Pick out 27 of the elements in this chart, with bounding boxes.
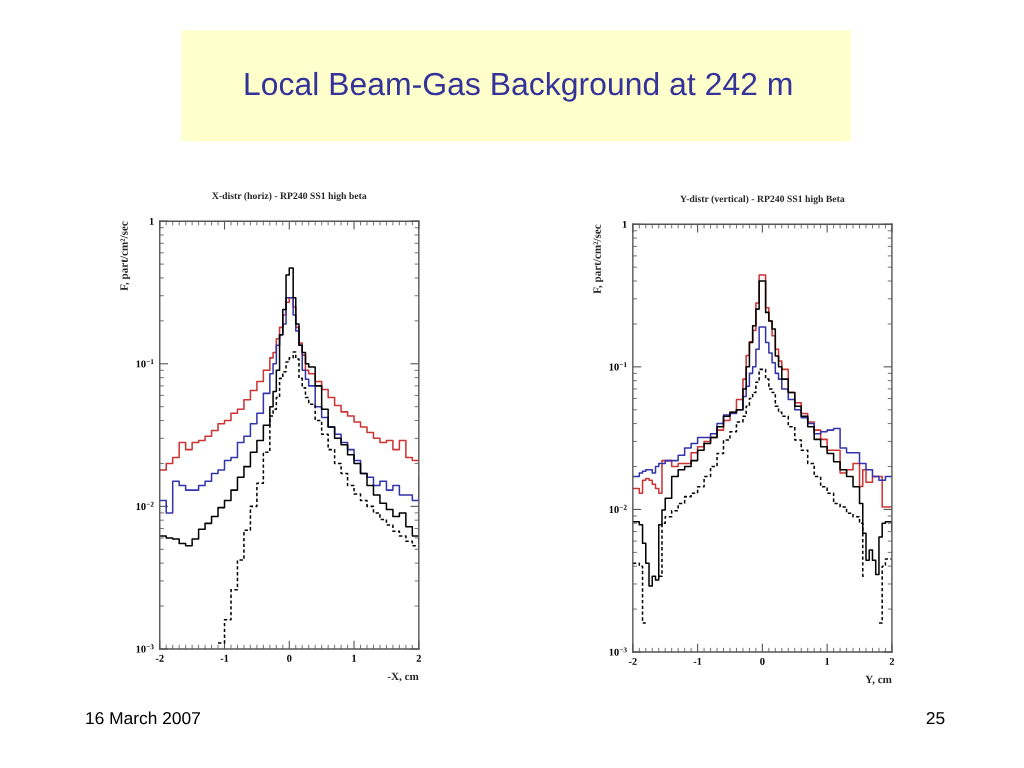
y-tick-label: 10$^{−1}$	[609, 362, 627, 371]
x-axis-title: -X, cm	[387, 672, 419, 682]
x-tick-label: 2	[889, 657, 895, 665]
y-tick-label: 10$^{−3}$	[609, 647, 627, 656]
y-tick-label: 1	[622, 220, 627, 228]
y-tick-label: 10$^{−3}$	[136, 644, 154, 653]
x-tick-label: 1	[825, 657, 830, 665]
x-tick-label: 1	[352, 654, 357, 662]
x-tick-label: -2	[628, 657, 637, 665]
y-tick-label: 1	[149, 217, 154, 225]
x-tick-label: -1	[220, 654, 229, 662]
chart-title: Y-distr (vertical) - RP240 SS1 high Beta	[680, 195, 845, 205]
y-tick-label: 10$^{−2}$	[609, 504, 627, 514]
x-tick-label: 0	[287, 654, 292, 662]
x-tick-label: -2	[155, 654, 164, 662]
text: Local Beam-Gas Background at 242 m	[245, 71, 792, 102]
x-axis-title: Y, cm	[865, 675, 892, 685]
text: 16 March 2007	[86, 711, 200, 725]
y-tick-label: 10$^{−1}$	[136, 359, 154, 368]
chart-title: X-distr (horiz) - RP240 SS1 high beta	[212, 192, 367, 202]
x-tick-label: 2	[416, 654, 421, 662]
y-axis-title: F, part/cm²/sec	[120, 221, 131, 291]
x-tick-label: 0	[760, 657, 765, 665]
x-tick-label: -1	[693, 657, 702, 665]
y-axis-title: F, part/cm²/sec	[593, 224, 604, 294]
text: 25	[926, 711, 945, 725]
y-tick-label: 10$^{−2}$	[136, 501, 154, 511]
